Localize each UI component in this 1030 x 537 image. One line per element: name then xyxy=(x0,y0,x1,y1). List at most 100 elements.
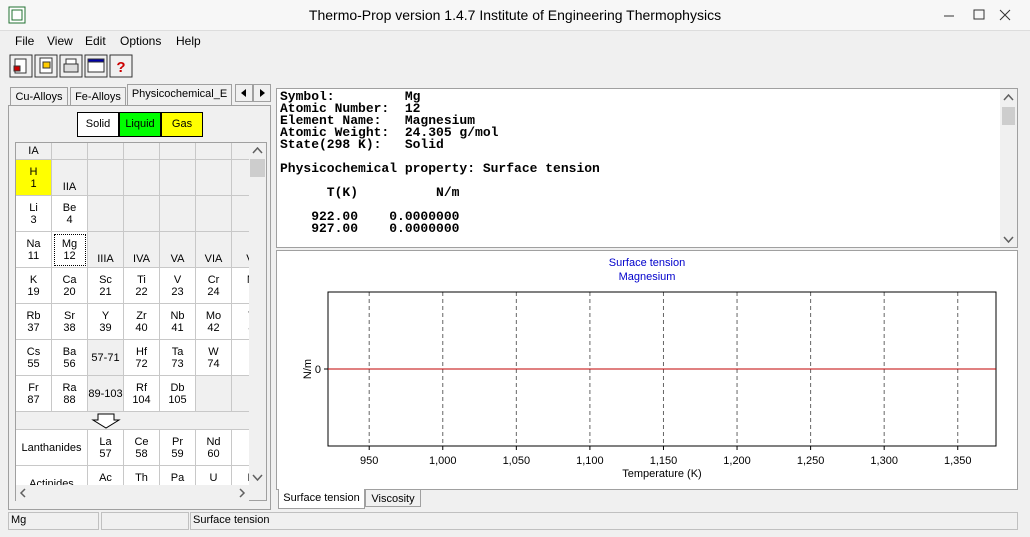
cell-text: Ac xyxy=(99,472,112,484)
tab[interactable]: Cu-Alloys xyxy=(10,87,68,106)
element-cell[interactable]: Ra 88 xyxy=(52,376,88,412)
cell-text: Pa xyxy=(170,472,185,484)
element-cell[interactable]: N xyxy=(232,466,249,485)
cell-text: Hf xyxy=(136,345,147,358)
element-cell[interactable]: Ca 20 xyxy=(52,268,88,304)
cell-text: Nb xyxy=(170,309,185,322)
output-line: Physicochemical property: Surface tensio… xyxy=(280,161,600,176)
element-cell[interactable]: Cs 55 xyxy=(16,340,52,376)
x-tick-label: 1,050 xyxy=(503,455,531,467)
element-cell[interactable]: Sc 21 xyxy=(88,268,124,304)
cell-text: 7 xyxy=(248,358,249,370)
element-cell[interactable]: W 74 xyxy=(196,340,232,376)
output-scrollbar[interactable] xyxy=(1000,89,1017,247)
empty-cell xyxy=(196,160,232,196)
empty-cell xyxy=(160,196,196,232)
element-cell[interactable]: Ta 73 xyxy=(160,340,196,376)
menu-item[interactable]: View xyxy=(47,34,73,48)
table-hscroll[interactable] xyxy=(16,485,249,501)
cell-text: 20 xyxy=(63,285,76,298)
group-cell: 57-71 xyxy=(88,340,124,376)
cell-text: Sr xyxy=(64,309,75,322)
y-axis-label: N/m xyxy=(302,359,314,379)
x-axis-label: Temperature (K) xyxy=(622,468,701,480)
cell-text: Ti xyxy=(137,273,146,286)
cell-text: 55 xyxy=(27,357,40,370)
element-cell[interactable]: Pa xyxy=(160,466,196,485)
element-cell[interactable]: Fr 87 xyxy=(16,376,52,412)
table-scrollbars[interactable] xyxy=(249,143,266,501)
element-cell[interactable]: F6 xyxy=(232,430,249,466)
element-cell[interactable]: F7 xyxy=(232,340,249,376)
element-cell[interactable]: Ba 56 xyxy=(52,340,88,376)
element-cell[interactable]: K 19 xyxy=(16,268,52,304)
cell-text: Mo xyxy=(205,309,222,322)
element-cell[interactable]: Y 39 xyxy=(88,304,124,340)
cell-text: Ca xyxy=(62,273,77,286)
element-cell[interactable]: Nb 41 xyxy=(160,304,196,340)
tab[interactable]: Physicochemical_E xyxy=(127,84,232,106)
window-controls[interactable] xyxy=(930,0,1030,30)
cell-text: 38 xyxy=(63,321,76,334)
element-cell[interactable]: La 57 xyxy=(88,430,124,466)
output-line: Element Name: Magnesium xyxy=(280,113,476,128)
cell-text: Ba xyxy=(62,345,77,358)
chart: Surface tension Magnesium Temperature (K… xyxy=(302,257,997,480)
menu-item[interactable]: File xyxy=(15,34,35,48)
element-cell[interactable]: Hf 72 xyxy=(124,340,160,376)
x-tick-label: 1,200 xyxy=(723,455,751,467)
element-cell[interactable]: Nd 60 xyxy=(196,430,232,466)
element-cell[interactable]: Pr 59 xyxy=(160,430,196,466)
toolbar-icons[interactable]: ? xyxy=(6,52,136,79)
cell-text: 23 xyxy=(171,285,184,298)
element-cell[interactable]: Db 105 xyxy=(160,376,196,412)
cell-text: K xyxy=(29,273,38,286)
cell-text: Pr xyxy=(172,435,183,448)
menu-item[interactable]: Help xyxy=(176,34,201,48)
element-cell[interactable]: Na 11 xyxy=(16,232,52,268)
menu-item[interactable]: Options xyxy=(120,34,162,48)
element-cell[interactable]: Rb 37 xyxy=(16,304,52,340)
cell-text: M xyxy=(247,274,249,286)
empty-cell xyxy=(196,196,232,232)
element-cell[interactable]: Li 3 xyxy=(16,196,52,232)
group-cell: VIA xyxy=(196,232,232,268)
tab[interactable]: Surface tension xyxy=(278,489,365,509)
cell-text: Na xyxy=(26,237,41,250)
empty-cell xyxy=(160,160,196,196)
element-cell[interactable]: U xyxy=(196,466,232,485)
tab-scroll-arrows[interactable] xyxy=(235,84,273,102)
element-cell[interactable]: Th xyxy=(124,466,160,485)
element-cell[interactable]: Be 4 xyxy=(52,196,88,232)
element-cell[interactable]: Zr 40 xyxy=(124,304,160,340)
cell-text: T xyxy=(248,310,249,322)
cell-text: 74 xyxy=(207,357,220,370)
down-arrow[interactable] xyxy=(16,412,249,430)
menu-item[interactable]: Edit xyxy=(85,34,106,48)
bottom-tabs: Surface tension Viscosity xyxy=(276,489,576,509)
element-cell[interactable]: Ac xyxy=(88,466,124,485)
element-cell[interactable]: Mg 12 xyxy=(52,232,88,268)
cell-text: 11 xyxy=(27,249,40,262)
element-cell[interactable]: T4 xyxy=(232,304,249,340)
x-tick-label: 1,250 xyxy=(797,455,825,467)
element-cell[interactable]: Ti 22 xyxy=(124,268,160,304)
status-pane xyxy=(101,512,189,530)
tab[interactable]: Viscosity xyxy=(365,489,421,507)
element-cell[interactable]: Cr 24 xyxy=(196,268,232,304)
cell-text: Ce xyxy=(134,435,149,448)
state-box: Solid xyxy=(77,112,119,137)
tab[interactable]: Fe-Alloys xyxy=(70,87,126,106)
element-cell[interactable]: Mo 42 xyxy=(196,304,232,340)
cell-text: 4 xyxy=(66,213,73,226)
element-cell[interactable]: M2 xyxy=(232,268,249,304)
element-cell[interactable]: Ce 58 xyxy=(124,430,160,466)
empty-cell xyxy=(124,143,160,160)
help-icon[interactable]: ? xyxy=(116,59,125,76)
group-cell: IVA xyxy=(124,232,160,268)
element-cell[interactable]: V 23 xyxy=(160,268,196,304)
element-cell[interactable]: Rf 104 xyxy=(124,376,160,412)
chart-subtitle: Magnesium xyxy=(619,271,676,283)
element-cell[interactable]: Sr 38 xyxy=(52,304,88,340)
